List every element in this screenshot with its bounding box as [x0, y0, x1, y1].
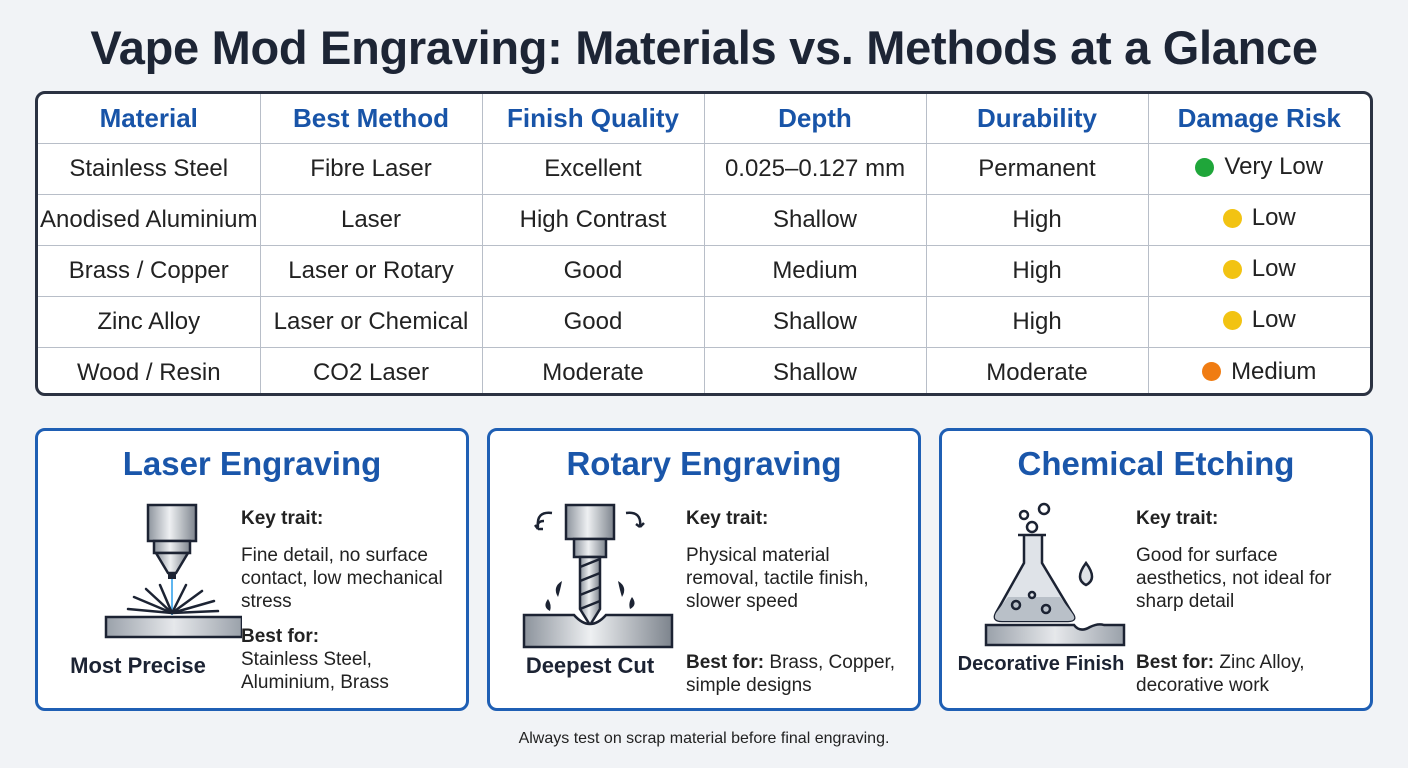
card-info: Key trait: Good for surface aesthetics, …	[1136, 507, 1356, 697]
risk-label: Low	[1251, 306, 1296, 334]
risk-dot-icon	[1222, 208, 1242, 228]
card-title: Rotary Engraving	[566, 445, 842, 482]
depth-cell: Shallow	[703, 193, 927, 246]
best-for-label: Best for:	[1136, 652, 1215, 673]
footer-note: Always test on scrap material before fin…	[518, 730, 890, 747]
column-header: Best Method	[259, 94, 483, 144]
key-trait-text: Physical material removal, tactile finis…	[686, 545, 869, 612]
best-for-text: Stainless Steel, Aluminium, Brass	[241, 649, 389, 693]
card-caption: Most Precise	[70, 653, 206, 678]
finish-cell: Excellent	[481, 142, 705, 195]
column-header: Damage Risk	[1147, 94, 1370, 144]
method-cell: Laser	[259, 193, 483, 246]
finish-cell: Good	[481, 244, 705, 297]
best-for: Best for: Stainless Steel, Aluminium, Bra…	[241, 625, 461, 694]
durability-cell: High	[925, 193, 1149, 246]
risk-cell: Very Low	[1147, 142, 1370, 195]
laser-engraving-card: Laser Engraving Most Precise Key	[35, 428, 469, 711]
finish-cell: High Contrast	[481, 193, 705, 246]
best-for-text: Brass, Copper, simple designs	[686, 652, 896, 696]
depth-cell: Shallow	[703, 346, 927, 393]
best-for-label: Best for:	[241, 626, 320, 647]
card-info: Key trait: Fine detail, no surface conta…	[241, 507, 461, 694]
best-for-label: Best for:	[686, 652, 765, 673]
durability-cell: High	[925, 295, 1149, 348]
finish-cell: Good	[481, 295, 705, 348]
risk-cell: Medium	[1147, 346, 1370, 393]
column-header: Durability	[925, 94, 1149, 144]
card-info: Key trait: Physical material removal, ta…	[686, 507, 906, 697]
risk-cell: Low	[1147, 244, 1370, 297]
card-title: Chemical Etching	[1017, 445, 1295, 482]
risk-cell: Low	[1147, 193, 1370, 246]
depth-cell: Medium	[703, 244, 927, 297]
card-title: Laser Engraving	[122, 445, 382, 482]
method-cell: CO2 Laser	[259, 346, 483, 393]
material-cell: Wood / Resin	[38, 346, 261, 393]
column-header: Depth	[703, 94, 927, 144]
column-header: Material	[38, 94, 261, 144]
table-header-row: Material Best Method Finish Quality Dept…	[38, 94, 1370, 144]
key-trait-text: Fine detail, no surface contact, low mec…	[241, 545, 443, 612]
durability-cell: Moderate	[925, 346, 1149, 393]
laser-icon	[104, 503, 242, 639]
key-trait-label: Key trait:	[686, 508, 769, 529]
material-cell: Zinc Alloy	[38, 295, 261, 348]
finish-cell: Moderate	[481, 346, 705, 393]
risk-dot-icon	[1195, 157, 1215, 177]
table-row: Wood / Resin CO2 Laser Moderate Shallow …	[38, 346, 1370, 393]
table-row: Anodised Aluminium Laser High Contrast S…	[38, 193, 1370, 246]
rotary-engraving-card: Rotary Engraving Deepest Cut	[487, 428, 921, 711]
material-cell: Anodised Aluminium	[38, 193, 261, 246]
risk-label: Low	[1251, 204, 1296, 232]
best-for: Best for: Zinc Alloy, decorative work	[1136, 651, 1356, 697]
table-row: Brass / Copper Laser or Rotary Good Medi…	[38, 244, 1370, 297]
method-cell: Laser or Rotary	[259, 244, 483, 297]
durability-cell: High	[925, 244, 1149, 297]
risk-dot-icon	[1222, 259, 1242, 279]
best-for: Best for: Brass, Copper, simple designs	[686, 651, 906, 697]
card-caption: Deepest Cut	[525, 653, 655, 678]
drill-icon	[522, 503, 674, 649]
page-title: Vape Mod Engraving: Materials vs. Method…	[90, 21, 1318, 74]
table-row: Zinc Alloy Laser or Chemical Good Shallo…	[38, 295, 1370, 348]
chemical-etching-card: Chemical Etching Decorative Finish Key t…	[939, 428, 1373, 711]
material-cell: Stainless Steel	[38, 142, 261, 195]
risk-label: Low	[1251, 255, 1296, 283]
risk-dot-icon	[1202, 362, 1222, 381]
comparison-table: Material Best Method Finish Quality Dept…	[35, 91, 1373, 396]
column-header: Finish Quality	[481, 94, 705, 144]
key-trait-text: Good for surface aesthetics, not ideal f…	[1136, 545, 1332, 612]
risk-dot-icon	[1222, 310, 1242, 330]
durability-cell: Permanent	[925, 142, 1149, 195]
key-trait-label: Key trait:	[1136, 508, 1219, 529]
depth-cell: 0.025–0.127 mm	[703, 142, 927, 195]
best-for-text: Zinc Alloy, decorative work	[1136, 652, 1305, 696]
material-cell: Brass / Copper	[38, 244, 261, 297]
table-row: Stainless Steel Fibre Laser Excellent 0.…	[38, 142, 1370, 195]
method-cell: Laser or Chemical	[259, 295, 483, 348]
key-trait-label: Key trait:	[241, 508, 324, 529]
method-cell: Fibre Laser	[259, 142, 483, 195]
depth-cell: Shallow	[703, 295, 927, 348]
risk-cell: Low	[1147, 295, 1370, 348]
card-caption: Decorative Finish	[957, 653, 1125, 675]
risk-label: Very Low	[1224, 153, 1324, 181]
flask-icon	[984, 502, 1126, 647]
risk-label: Medium	[1231, 357, 1317, 385]
